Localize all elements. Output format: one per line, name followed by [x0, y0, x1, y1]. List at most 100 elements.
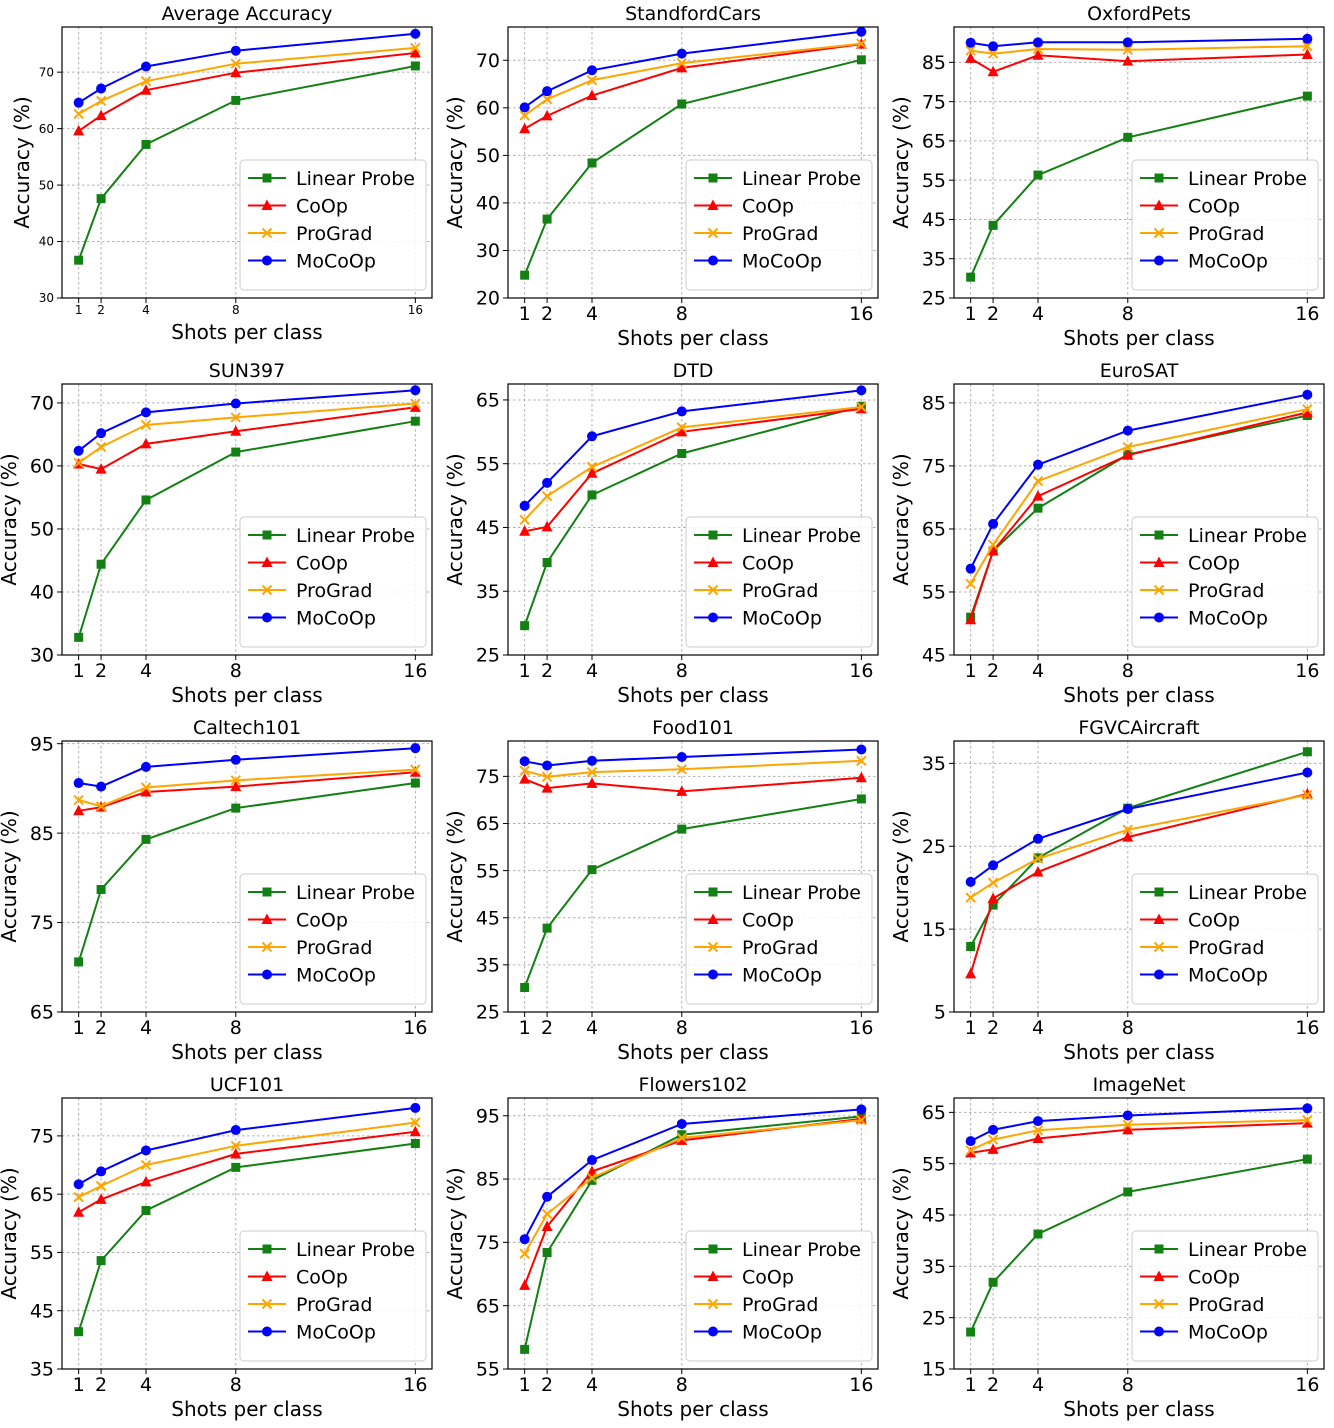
- y-tick-label: 65: [922, 1102, 946, 1124]
- data-point-coop: [965, 1146, 977, 1158]
- data-point-prograd: [1032, 1125, 1044, 1136]
- legend-marker-coop: [261, 556, 273, 567]
- legend-marker-linear-probe: [708, 530, 718, 540]
- data-point-mocoop: [965, 563, 976, 574]
- x-axis-label: Shots per class: [1063, 1040, 1214, 1064]
- series-mocoop: [965, 33, 1313, 52]
- series-coop: [73, 401, 421, 474]
- data-point-mocoop: [410, 385, 421, 396]
- legend: Linear Probe CoOp ProGrad MoCoOp: [1131, 873, 1319, 1005]
- series-prograd: [965, 1114, 1313, 1156]
- data-point-coop: [987, 65, 999, 77]
- legend-marker-prograd: [261, 584, 273, 596]
- data-point-prograd: [410, 398, 421, 409]
- legend-marker-prograd: [261, 941, 273, 953]
- legend-label-linear-probe: Linear Probe: [742, 525, 861, 547]
- data-point-coop: [1032, 49, 1044, 60]
- data-point-linear-probe: [520, 270, 530, 280]
- chart-panel-caltech101: 1 2 4 8 16 65 75 85 95 Caltech101 Shots per class A…: [0, 717, 433, 1064]
- data-point-coop: [965, 52, 977, 63]
- data-point-linear-probe: [1033, 1229, 1043, 1239]
- y-tick-label: 55: [30, 1242, 54, 1264]
- data-point-coop: [987, 1143, 999, 1154]
- data-point-mocoop: [676, 406, 687, 417]
- legend-label-linear-probe: Linear Probe: [296, 525, 415, 547]
- x-tick-label: 4: [142, 303, 150, 317]
- data-point-mocoop: [856, 744, 867, 755]
- data-point-prograd: [676, 1132, 687, 1144]
- legend-label-linear-probe: Linear Probe: [742, 168, 861, 190]
- data-point-linear-probe: [74, 957, 84, 967]
- series-line-coop: [524, 776, 862, 793]
- series-linear-probe: [520, 794, 866, 992]
- x-axis-label: Shots per class: [171, 683, 322, 707]
- data-point-linear-probe: [520, 1344, 530, 1354]
- data-point-mocoop: [1302, 1103, 1313, 1114]
- y-tick-label: 60: [30, 456, 54, 478]
- legend-marker-mocoop: [262, 1326, 272, 1337]
- chart-panel-imagenet: 1 2 4 8 16 15 25 35 45 55 65 ImageNet Shots per clas…: [889, 1074, 1325, 1421]
- y-tick-label: 45: [922, 645, 946, 667]
- legend-marker-prograd: [707, 227, 719, 239]
- y-tick-label: 85: [30, 823, 54, 845]
- data-point-linear-probe: [96, 884, 106, 894]
- y-tick-label: 35: [922, 753, 946, 775]
- legend-marker-coop: [261, 1270, 273, 1281]
- legend-marker-mocoop: [262, 969, 272, 980]
- data-point-linear-probe: [410, 1138, 420, 1148]
- legend-label-linear-probe: Linear Probe: [742, 882, 861, 904]
- data-point-coop: [73, 804, 85, 816]
- data-point-linear-probe: [856, 55, 866, 65]
- data-point-mocoop: [519, 1234, 530, 1245]
- series-line-mocoop: [78, 389, 416, 452]
- series-prograd: [965, 789, 1313, 903]
- data-point-coop: [409, 401, 421, 412]
- y-tick-label: 65: [30, 1002, 54, 1024]
- legend-label-mocoop: MoCoOp: [742, 1322, 822, 1344]
- data-point-prograd: [856, 1114, 867, 1126]
- legend: Linear Probe CoOp ProGrad MoCoOp: [1131, 1230, 1319, 1362]
- data-point-mocoop: [676, 752, 687, 763]
- legend-label-prograd: ProGrad: [296, 937, 372, 959]
- legend-marker-prograd: [261, 1298, 273, 1310]
- x-tick-label: 1: [73, 660, 85, 682]
- data-point-prograd: [987, 539, 999, 550]
- data-point-linear-probe: [1123, 1187, 1133, 1197]
- data-point-prograd: [140, 1159, 152, 1171]
- x-tick-label: 4: [140, 660, 152, 682]
- data-point-prograd: [856, 401, 867, 413]
- data-point-mocoop: [586, 755, 597, 766]
- plot-frame: [953, 740, 1325, 1013]
- data-point-prograd: [856, 755, 867, 767]
- series-line-prograd: [524, 42, 862, 117]
- x-tick-label: 4: [1032, 660, 1044, 682]
- data-point-mocoop: [230, 1125, 241, 1136]
- data-point-linear-probe: [410, 416, 420, 426]
- data-point-mocoop: [73, 97, 84, 108]
- series-line-coop: [970, 1122, 1308, 1154]
- series-line-prograd: [970, 45, 1308, 55]
- legend-marker-coop: [707, 913, 719, 924]
- y-tick-label: 15: [922, 919, 946, 941]
- x-tick-label: 16: [403, 660, 427, 682]
- data-point-prograd: [586, 75, 598, 86]
- y-tick-label: 55: [476, 860, 500, 882]
- series-linear-probe: [966, 1154, 1312, 1337]
- x-tick-label: 4: [1032, 303, 1044, 325]
- data-point-coop: [1032, 865, 1044, 877]
- data-point-prograd: [140, 782, 152, 793]
- legend-marker-prograd: [1153, 584, 1165, 596]
- x-tick-label: 1: [73, 1374, 85, 1396]
- data-point-mocoop: [856, 1104, 867, 1115]
- legend-marker-coop: [261, 913, 273, 924]
- y-tick-label: 35: [922, 248, 946, 270]
- data-point-mocoop: [410, 743, 421, 754]
- chart-panel-fgvcaircraft: 1 2 4 8 16 5 15 25 35 FGVCAircraft Shots per class…: [889, 717, 1325, 1064]
- data-point-prograd: [1032, 853, 1044, 864]
- x-tick-label: 2: [541, 660, 553, 682]
- legend-marker-linear-probe: [1154, 887, 1164, 897]
- x-axis-label: Shots per class: [617, 1397, 768, 1421]
- series-linear-probe: [74, 61, 420, 265]
- x-tick-label: 8: [676, 660, 688, 682]
- legend-marker-linear-probe: [262, 887, 272, 897]
